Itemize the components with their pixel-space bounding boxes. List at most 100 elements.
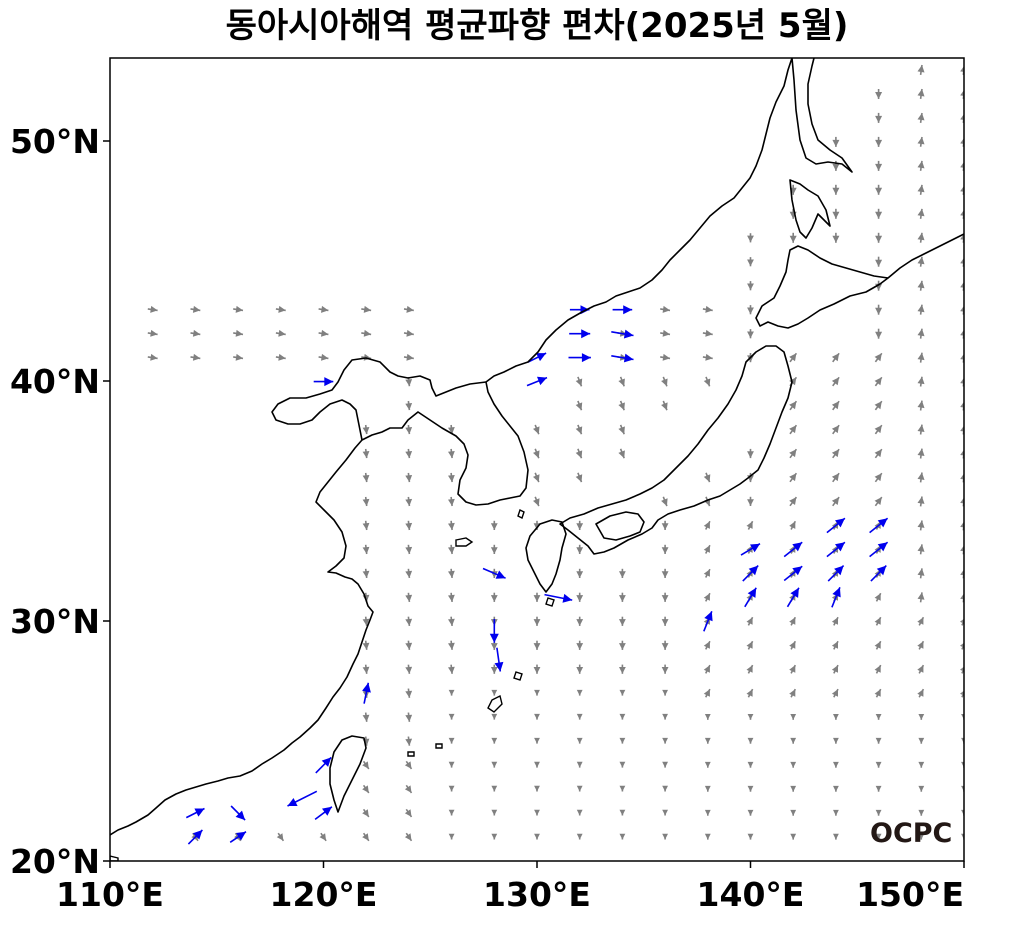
normal-wave-vector (746, 664, 754, 674)
normal-wave-vector (448, 785, 455, 792)
normal-wave-vector (833, 714, 839, 720)
normal-wave-vector (702, 329, 713, 337)
normal-wave-vector (661, 496, 668, 507)
anomaly-wave-vector (740, 543, 761, 556)
anomaly-wave-vector (313, 377, 334, 387)
normal-wave-vector (661, 664, 669, 674)
normal-wave-vector (660, 305, 671, 313)
normal-wave-vector (831, 400, 840, 411)
normal-wave-vector (362, 448, 370, 459)
anomaly-wave-vector (568, 353, 591, 363)
normal-wave-vector (917, 424, 925, 435)
normal-wave-vector (490, 544, 498, 554)
normal-wave-vector (491, 713, 498, 720)
normal-wave-vector (575, 376, 583, 387)
normal-wave-vector (703, 640, 711, 650)
normal-wave-vector (704, 714, 711, 720)
normal-wave-vector (404, 832, 413, 842)
normal-wave-vector (918, 785, 925, 792)
anomaly-wave-vector (187, 829, 203, 845)
normal-wave-vector (917, 256, 925, 267)
normal-wave-vector (874, 352, 883, 363)
normal-wave-vector (405, 424, 413, 435)
normal-wave-vector (534, 737, 540, 744)
normal-wave-vector (362, 664, 370, 674)
normal-wave-vector (575, 424, 583, 435)
normal-wave-vector (618, 376, 625, 387)
normal-wave-vector (874, 640, 882, 650)
normal-wave-vector (448, 833, 455, 840)
normal-wave-vector (704, 785, 711, 792)
normal-wave-vector (661, 568, 669, 578)
normal-wave-vector (831, 496, 840, 507)
normal-wave-vector (448, 424, 455, 435)
normal-wave-vector (576, 592, 584, 602)
normal-wave-vector (619, 568, 626, 578)
normal-wave-vector (875, 714, 882, 720)
normal-wave-vector (832, 136, 840, 147)
normal-wave-vector (875, 112, 883, 123)
normal-wave-vector (619, 833, 626, 840)
normal-wave-vector (917, 208, 925, 219)
normal-wave-vector (918, 714, 925, 720)
normal-wave-vector (702, 305, 713, 313)
normal-wave-vector (533, 424, 540, 435)
normal-wave-vector (362, 544, 370, 555)
normal-wave-vector (491, 737, 498, 744)
normal-wave-vector (746, 520, 754, 530)
normal-wave-vector (533, 472, 540, 483)
normal-wave-vector (831, 352, 840, 363)
normal-wave-vector (318, 329, 329, 337)
normal-wave-vector (490, 592, 498, 602)
anomaly-wave-vector (489, 619, 499, 643)
normal-wave-vector (917, 640, 925, 650)
x-tick-label-120: 120°E (270, 875, 378, 914)
normal-wave-vector (875, 833, 882, 840)
normal-wave-vector (448, 520, 455, 531)
normal-wave-vector (362, 640, 370, 650)
ocpc-logo: OCPC (870, 818, 952, 849)
normal-wave-vector (533, 448, 540, 459)
normal-wave-vector (619, 689, 626, 696)
normal-wave-vector (362, 760, 370, 770)
normal-wave-vector (661, 376, 668, 387)
normal-wave-vector (576, 520, 584, 530)
anomaly-wave-vector (526, 376, 548, 387)
normal-wave-vector (747, 257, 754, 267)
normal-wave-vector (576, 761, 583, 768)
normal-wave-vector (833, 737, 839, 744)
normal-wave-vector (703, 376, 711, 387)
anomaly-wave-vector (611, 329, 634, 339)
normal-wave-vector (918, 737, 925, 744)
normal-wave-vector (917, 376, 925, 387)
normal-wave-vector (832, 208, 840, 219)
normal-wave-vector (448, 737, 455, 744)
normal-wave-vector (575, 448, 583, 459)
normal-wave-vector (917, 352, 925, 363)
anomaly-wave-vector (482, 567, 506, 579)
normal-wave-vector (362, 472, 370, 483)
normal-wave-vector (747, 305, 754, 315)
coastline-asia-mainland (110, 58, 793, 836)
normal-wave-vector (789, 424, 798, 435)
coastline-jeju (455, 537, 474, 547)
normal-wave-vector (618, 424, 625, 435)
normal-wave-vector (917, 160, 925, 171)
normal-wave-vector (789, 688, 797, 698)
normal-wave-vector (917, 304, 925, 315)
normal-wave-vector (917, 664, 925, 674)
normal-wave-vector (703, 520, 711, 530)
normal-wave-vector (403, 353, 414, 361)
y-tick-label-30: 30°N (10, 602, 100, 641)
coastline-shikoku (595, 511, 645, 541)
normal-wave-vector (917, 328, 925, 339)
normal-wave-vector (405, 616, 413, 626)
normal-wave-vector (618, 400, 625, 411)
anomaly-wave-vector (494, 647, 504, 672)
normal-wave-vector (832, 184, 840, 195)
normal-wave-vector (917, 280, 925, 291)
normal-wave-vector (405, 472, 413, 483)
normal-wave-vector (448, 568, 455, 578)
anomaly-wave-vector (185, 807, 205, 819)
normal-wave-vector (319, 832, 327, 842)
